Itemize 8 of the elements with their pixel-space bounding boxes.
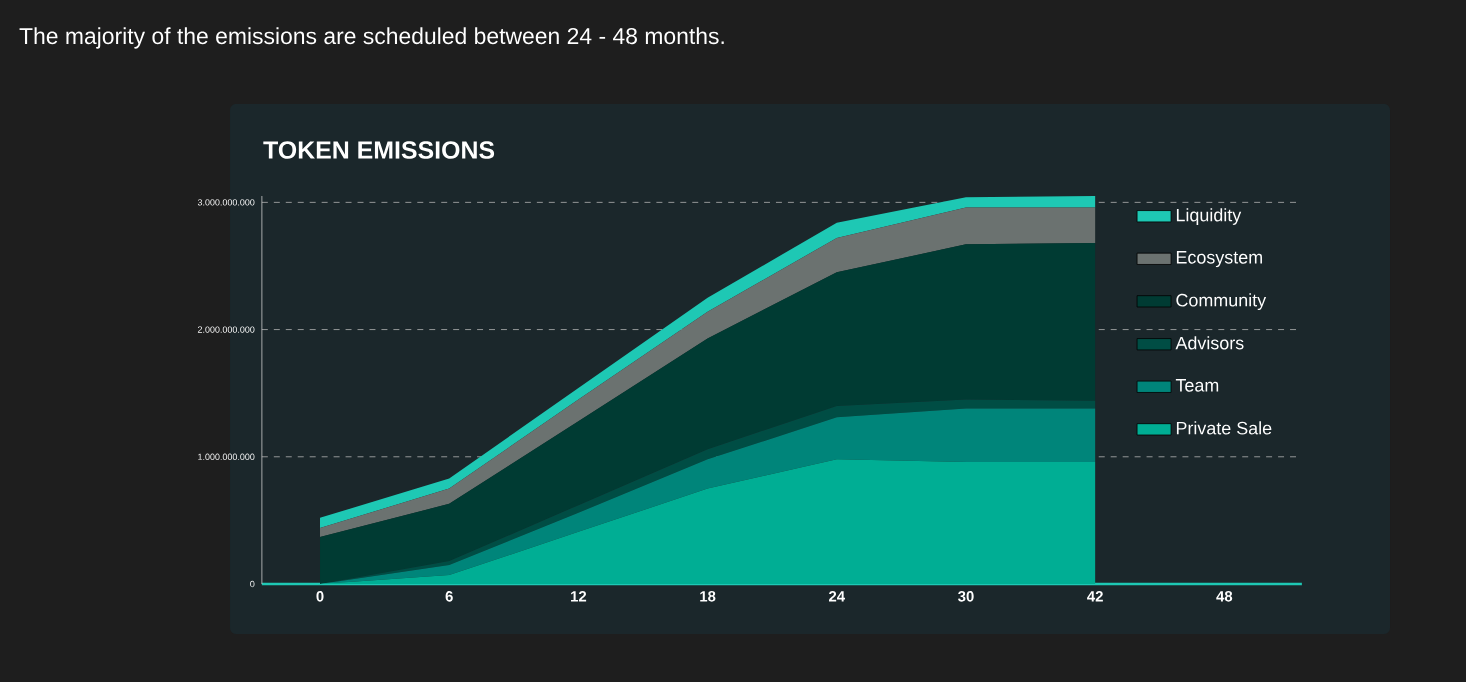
legend-label: Advisors xyxy=(1175,336,1244,350)
chart-subtitle: TOKEN EMISSIONS xyxy=(263,141,495,159)
legend-label: Ecosystem xyxy=(1176,251,1262,268)
chart-title: The majority of the emissions are scheduled between 24 - 48 months. xyxy=(19,27,724,49)
legend-label: Team xyxy=(1175,379,1219,392)
legend-label: Liquidity xyxy=(1176,208,1242,225)
legend-label: Private Sale xyxy=(1176,421,1272,435)
legend-label: Community xyxy=(1176,293,1267,311)
